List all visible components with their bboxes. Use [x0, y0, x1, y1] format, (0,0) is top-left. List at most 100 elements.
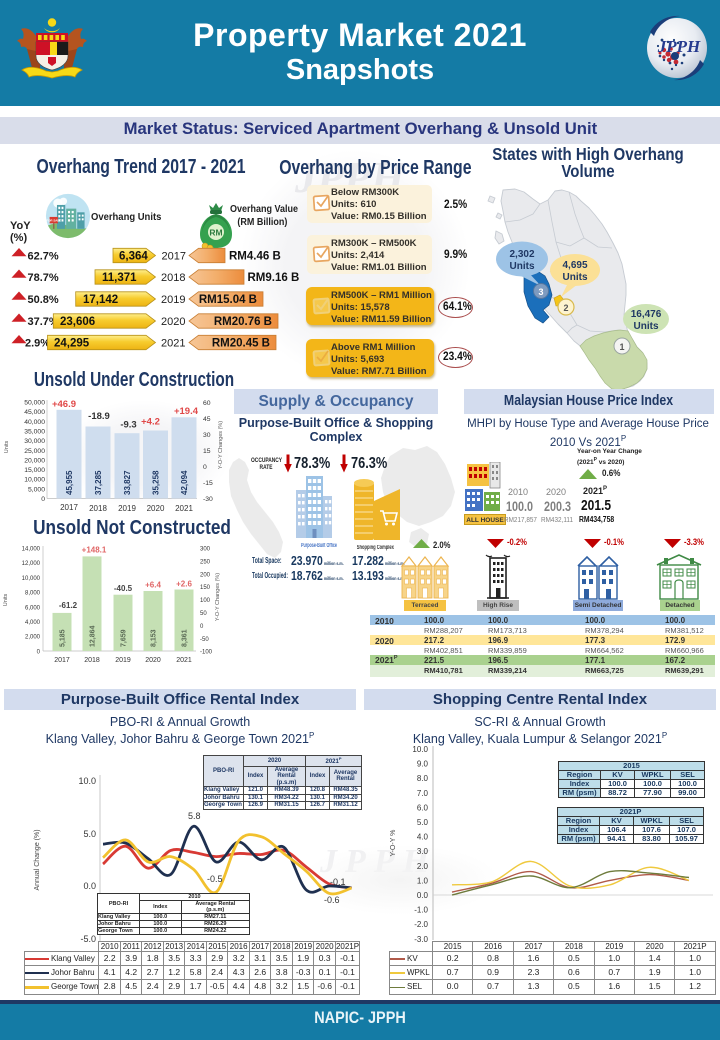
- svg-text:6.0: 6.0: [417, 803, 429, 812]
- svg-text:Units: Units: [563, 272, 588, 283]
- svg-text:+2.6: +2.6: [176, 580, 192, 589]
- svg-text:0.0: 0.0: [83, 881, 96, 891]
- svg-text:8,361: 8,361: [182, 629, 189, 647]
- svg-text:RM9.16 B: RM9.16 B: [248, 272, 300, 284]
- svg-text:30: 30: [203, 432, 211, 439]
- svg-text:15,000: 15,000: [24, 467, 45, 474]
- svg-text:8.0: 8.0: [417, 774, 429, 783]
- svg-text:-5.0: -5.0: [80, 934, 96, 944]
- svg-text:23,606: 23,606: [60, 316, 95, 328]
- svg-text:5,000: 5,000: [28, 486, 45, 493]
- svg-text:2,302: 2,302: [509, 249, 534, 260]
- svg-text:RM20.76 B: RM20.76 B: [214, 316, 272, 328]
- svg-text:300: 300: [200, 547, 211, 553]
- svg-text:20,000: 20,000: [24, 457, 45, 464]
- svg-text:2019: 2019: [161, 294, 185, 306]
- svg-text:2: 2: [563, 303, 568, 313]
- svg-text:60: 60: [203, 400, 211, 407]
- svg-text:2020: 2020: [161, 316, 185, 328]
- svg-text:FOR SALE: FOR SALE: [46, 219, 61, 223]
- svg-text:7,659: 7,659: [121, 629, 128, 647]
- svg-text:0.0: 0.0: [417, 891, 429, 900]
- svg-text:37,285: 37,285: [94, 470, 103, 495]
- svg-text:5.0: 5.0: [417, 818, 429, 827]
- svg-text:RM4.46 B: RM4.46 B: [229, 251, 281, 263]
- svg-text:JPPH: JPPH: [657, 37, 701, 56]
- svg-text:Y-O-Y Changes (%): Y-O-Y Changes (%): [215, 573, 221, 621]
- svg-text:Units: Units: [634, 321, 659, 332]
- svg-text:-0.1: -0.1: [330, 877, 346, 887]
- svg-text:-15: -15: [203, 480, 213, 487]
- svg-text:200: 200: [200, 572, 211, 578]
- svg-text:15: 15: [203, 448, 211, 455]
- svg-text:45,955: 45,955: [65, 470, 74, 495]
- svg-text:30,000: 30,000: [24, 438, 45, 445]
- svg-text:12,000: 12,000: [22, 561, 41, 567]
- svg-text:7.0: 7.0: [417, 789, 429, 798]
- svg-text:+148.1: +148.1: [82, 546, 107, 555]
- svg-text:-40.5: -40.5: [114, 584, 133, 593]
- svg-text:+46.9: +46.9: [52, 399, 76, 410]
- svg-text:-0.6: -0.6: [324, 895, 340, 905]
- svg-text:17,142: 17,142: [83, 294, 118, 306]
- svg-text:-30: -30: [203, 496, 213, 503]
- svg-text:0: 0: [203, 464, 207, 471]
- svg-text:11,371: 11,371: [102, 272, 137, 284]
- svg-text:5.0: 5.0: [83, 829, 96, 839]
- svg-text:12,864: 12,864: [90, 625, 97, 647]
- svg-text:35,258: 35,258: [152, 470, 161, 495]
- svg-text:33,827: 33,827: [123, 470, 132, 495]
- svg-text:-3.0: -3.0: [414, 935, 428, 942]
- svg-text:78.7%: 78.7%: [28, 272, 59, 284]
- svg-text:2,000: 2,000: [25, 635, 41, 641]
- svg-text:2020: 2020: [145, 657, 161, 664]
- svg-text:-2.0: -2.0: [414, 920, 428, 929]
- svg-text:250: 250: [200, 559, 211, 565]
- svg-text:50,000: 50,000: [24, 400, 45, 407]
- svg-text:0: 0: [37, 649, 41, 655]
- svg-text:3: 3: [538, 287, 543, 297]
- svg-text:-61.2: -61.2: [59, 601, 78, 610]
- svg-text:+19.4: +19.4: [174, 406, 199, 417]
- svg-text:+4.2: +4.2: [141, 417, 160, 428]
- svg-text:150: 150: [200, 585, 211, 591]
- svg-text:Y-O-Y Changes (%): Y-O-Y Changes (%): [218, 421, 224, 469]
- svg-text:Units: Units: [3, 593, 9, 606]
- svg-text:2020: 2020: [147, 504, 165, 513]
- svg-text:62.7%: 62.7%: [28, 251, 59, 263]
- svg-text:24,295: 24,295: [54, 338, 90, 350]
- svg-text:37.7%: 37.7%: [28, 316, 59, 328]
- svg-text:25,000: 25,000: [24, 448, 45, 455]
- svg-text:2017: 2017: [162, 251, 186, 263]
- svg-text:2.0: 2.0: [417, 862, 429, 871]
- svg-text:4.0: 4.0: [417, 833, 429, 842]
- svg-text:0: 0: [200, 624, 204, 630]
- svg-text:40,000: 40,000: [24, 419, 45, 426]
- svg-text:2021: 2021: [176, 657, 192, 664]
- svg-text:RM20.45 B: RM20.45 B: [212, 338, 270, 350]
- svg-text:6,364: 6,364: [119, 251, 148, 263]
- svg-text:-100: -100: [200, 650, 213, 656]
- svg-text:-18.9: -18.9: [88, 411, 110, 422]
- svg-text:+6.4: +6.4: [145, 581, 161, 590]
- svg-text:35,000: 35,000: [24, 429, 45, 436]
- svg-text:3.0: 3.0: [417, 847, 429, 856]
- svg-text:2017: 2017: [54, 657, 70, 664]
- svg-text:16,476: 16,476: [631, 309, 662, 320]
- svg-text:50.8%: 50.8%: [28, 294, 59, 306]
- svg-text:8,153: 8,153: [151, 629, 158, 647]
- svg-text:8,000: 8,000: [25, 591, 41, 597]
- svg-text:50: 50: [200, 611, 207, 617]
- svg-text:RM15.04 B: RM15.04 B: [199, 294, 257, 306]
- svg-text:Units: Units: [510, 261, 535, 272]
- svg-text:45: 45: [203, 416, 211, 423]
- svg-text:2021: 2021: [175, 504, 193, 513]
- svg-text:9.0: 9.0: [417, 760, 429, 769]
- svg-text:-1.0: -1.0: [414, 906, 428, 915]
- svg-text:Annual Change (%): Annual Change (%): [34, 829, 41, 890]
- svg-text:0: 0: [41, 496, 45, 503]
- svg-text:10,000: 10,000: [22, 576, 41, 582]
- svg-text:2.9%: 2.9%: [25, 338, 50, 350]
- svg-text:4,000: 4,000: [25, 620, 41, 626]
- svg-text:42,094: 42,094: [180, 470, 189, 495]
